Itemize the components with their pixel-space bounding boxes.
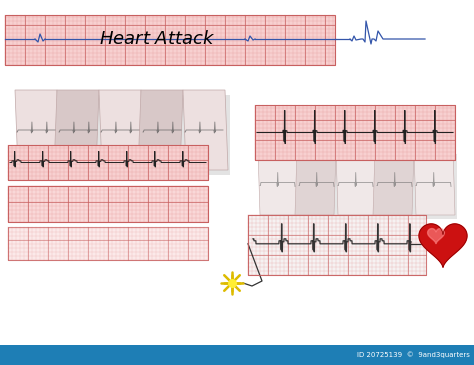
Polygon shape [183,90,228,170]
Bar [248,215,426,275]
Bar [255,105,455,160]
Bar [8,227,208,260]
Polygon shape [373,150,414,215]
Bar [248,215,426,275]
Polygon shape [54,90,99,170]
Bar [8,227,208,260]
Bar [255,105,455,160]
Polygon shape [138,90,183,170]
Text: $\mathit{Heart\ Attack}$: $\mathit{Heart\ Attack}$ [99,30,215,48]
Polygon shape [336,150,377,215]
Bar [262,154,457,219]
Polygon shape [15,90,60,170]
Bar [8,186,208,222]
Polygon shape [295,150,336,215]
Polygon shape [428,228,445,244]
Bar [8,145,208,180]
Bar [5,15,335,65]
Point [228,280,236,286]
Bar [8,186,208,222]
Bar [8,145,208,180]
Bar [20,95,230,175]
Polygon shape [258,150,299,215]
Bar [5,15,335,65]
Polygon shape [414,150,455,215]
Polygon shape [99,90,144,170]
Text: ID 20725139  ©  9and3quarters: ID 20725139 © 9and3quarters [357,351,470,358]
Polygon shape [419,224,467,267]
Bar [0,345,474,365]
